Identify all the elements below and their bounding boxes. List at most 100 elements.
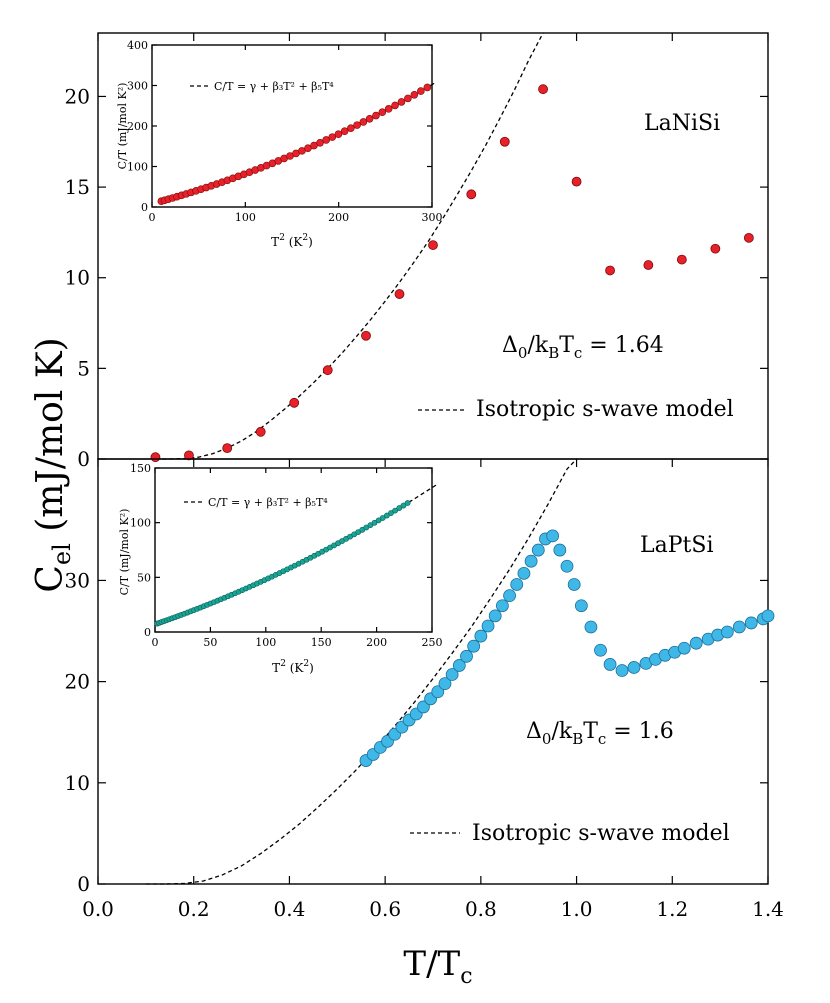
lanisi-inset-point: [353, 121, 361, 129]
laptsi-point: [510, 578, 524, 591]
lanisi-inset-y-tick-label: 300: [127, 80, 148, 93]
laptsi-point: [474, 629, 488, 643]
lanisi-inset-equation: C/T = γ + β₃T² + β₅T⁴: [214, 80, 334, 93]
lanisi-point: [394, 289, 405, 299]
laptsi-inset-ticks: 0 50 100 150 200 250 0 50 100 150: [130, 462, 443, 649]
laptsi-point: [488, 609, 502, 623]
laptsi-point: [431, 685, 445, 699]
lanisi-point: [538, 84, 548, 95]
panel-lanisi: 0 5 10 15 20 LaNiSi Δ0/kBTc = 1.64 Isotropic…: [65, 32, 769, 471]
laptsi-inset-point: [400, 502, 407, 509]
x-tick-label: 0.6: [369, 897, 401, 921]
lanisi-point: [571, 176, 582, 187]
panel-laptsi-y-ticks: 0 10 20 30: [65, 568, 768, 896]
lanisi-inset-point: [334, 130, 343, 139]
lanisi-point: [361, 330, 371, 341]
lanisi-inset-point: [384, 105, 393, 113]
laptsi-point: [495, 599, 509, 613]
laptsi-point: [452, 659, 466, 672]
lanisi-point: [184, 450, 194, 461]
lanisi-inset: 0 100 200 300 0 100 200 300 400 C/T = γ + β₃T² +…: [116, 39, 443, 249]
laptsi-y-tick-label: 30: [65, 568, 90, 592]
laptsi-inset-x-tick-label: 150: [311, 636, 332, 649]
x-tick-label: 0.4: [274, 897, 306, 921]
x-tick-label: 0.8: [465, 897, 497, 921]
lanisi-inset-point: [347, 124, 355, 133]
laptsi-point: [720, 625, 734, 639]
panel-lanisi-y-ticks: 0 5 10 15 20: [65, 84, 768, 471]
lanisi-point: [255, 426, 266, 437]
laptsi-inset-x-tick-label: 250: [422, 636, 443, 649]
lanisi-point: [710, 243, 721, 254]
lanisi-point: [322, 365, 333, 376]
lanisi-gap-text: Δ0/kBTc = 1.64: [502, 333, 664, 362]
laptsi-inset-x-tick-label: 100: [255, 636, 276, 649]
lanisi-inset-point: [417, 87, 425, 95]
lanisi-y-tick-label: 0: [77, 447, 90, 471]
lanisi-label: LaNiSi: [644, 111, 720, 136]
laptsi-y-tick-label: 0: [77, 872, 90, 896]
laptsi-point: [615, 664, 629, 677]
lanisi-inset-point: [378, 108, 387, 117]
lanisi-inset-x-tick-label: 0: [149, 211, 156, 224]
laptsi-point: [553, 543, 567, 557]
laptsi-inset-y-tick-label: 0: [144, 626, 151, 639]
laptsi-point: [481, 619, 495, 633]
lanisi-point: [499, 136, 510, 147]
lanisi-inset-point: [410, 90, 419, 99]
lanisi-inset-point: [397, 98, 406, 106]
laptsi-y-tick-label: 10: [65, 771, 90, 795]
lanisi-inset-point: [423, 83, 432, 92]
laptsi-point: [732, 620, 746, 634]
lanisi-inset-point: [365, 114, 374, 123]
lanisi-point: [466, 189, 477, 200]
laptsi-point: [744, 616, 758, 630]
laptsi-legend-text: Isotropic s-wave model: [472, 821, 730, 846]
laptsi-point: [417, 700, 430, 714]
lanisi-inset-fit-curve: [161, 81, 437, 202]
laptsi-point: [445, 668, 459, 681]
x-tick-label: 1.4: [752, 897, 784, 921]
laptsi-point: [517, 566, 531, 580]
lanisi-inset-frame: [151, 44, 433, 208]
laptsi-inset-x-tick-label: 200: [366, 636, 387, 649]
lanisi-inset-point: [404, 94, 412, 103]
laptsi-y-tick-label: 20: [65, 670, 90, 694]
lanisi-inset-point: [372, 111, 380, 120]
x-tick-label: 1.2: [656, 897, 688, 921]
laptsi-inset-point: [388, 510, 394, 516]
lanisi-inset-x-tick-label: 300: [422, 211, 443, 224]
laptsi-inset-xlabel: T2 (K2): [272, 659, 314, 675]
x-tick-label: 0.2: [178, 897, 210, 921]
lanisi-data-points: [150, 84, 754, 463]
lanisi-inset-point: [316, 138, 324, 147]
laptsi-point: [584, 620, 598, 634]
lanisi-legend-text: Isotropic s-wave model: [476, 397, 734, 422]
x-axis-label: T/Tc: [403, 944, 472, 989]
laptsi-label: LaPtSi: [640, 533, 713, 558]
lanisi-point: [643, 260, 654, 270]
laptsi-inset-x-tick-label: 0: [152, 636, 159, 649]
lanisi-y-tick-label: 5: [77, 356, 90, 380]
lanisi-point: [428, 240, 438, 250]
laptsi-point: [524, 554, 538, 568]
laptsi-point: [567, 578, 581, 591]
lanisi-inset-xlabel: T2 (K2): [271, 233, 313, 249]
laptsi-inset-point: [396, 505, 403, 511]
lanisi-inset-point: [340, 127, 349, 136]
lanisi-fit-curve: [155, 32, 544, 460]
lanisi-inset-y-tick-label: 100: [127, 161, 148, 174]
lanisi-point: [676, 254, 687, 265]
lanisi-inset-x-tick-label: 100: [235, 211, 256, 224]
lanisi-inset-point: [391, 101, 399, 110]
laptsi-inset-y-tick-label: 50: [137, 571, 151, 584]
x-axis-ticks: 0.0 0.2 0.4 0.6 0.8 1.0 1.2 1.4: [82, 33, 784, 921]
lanisi-inset-ticks: 0 100 200 300 0 100 200 300 400: [127, 39, 443, 224]
lanisi-point: [743, 232, 754, 243]
lanisi-inset-y-tick-label: 400: [127, 39, 148, 52]
laptsi-inset-points: [154, 500, 411, 627]
laptsi-point: [531, 543, 545, 557]
lanisi-inset-point: [328, 133, 337, 141]
